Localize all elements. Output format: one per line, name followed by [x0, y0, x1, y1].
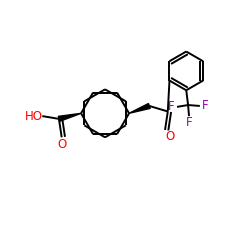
Text: F: F [202, 100, 209, 112]
Text: F: F [168, 100, 175, 114]
Text: O: O [57, 138, 66, 151]
Text: O: O [165, 130, 174, 143]
Polygon shape [58, 113, 81, 122]
Text: F: F [186, 116, 192, 129]
Text: HO: HO [25, 110, 43, 122]
Polygon shape [129, 104, 150, 113]
